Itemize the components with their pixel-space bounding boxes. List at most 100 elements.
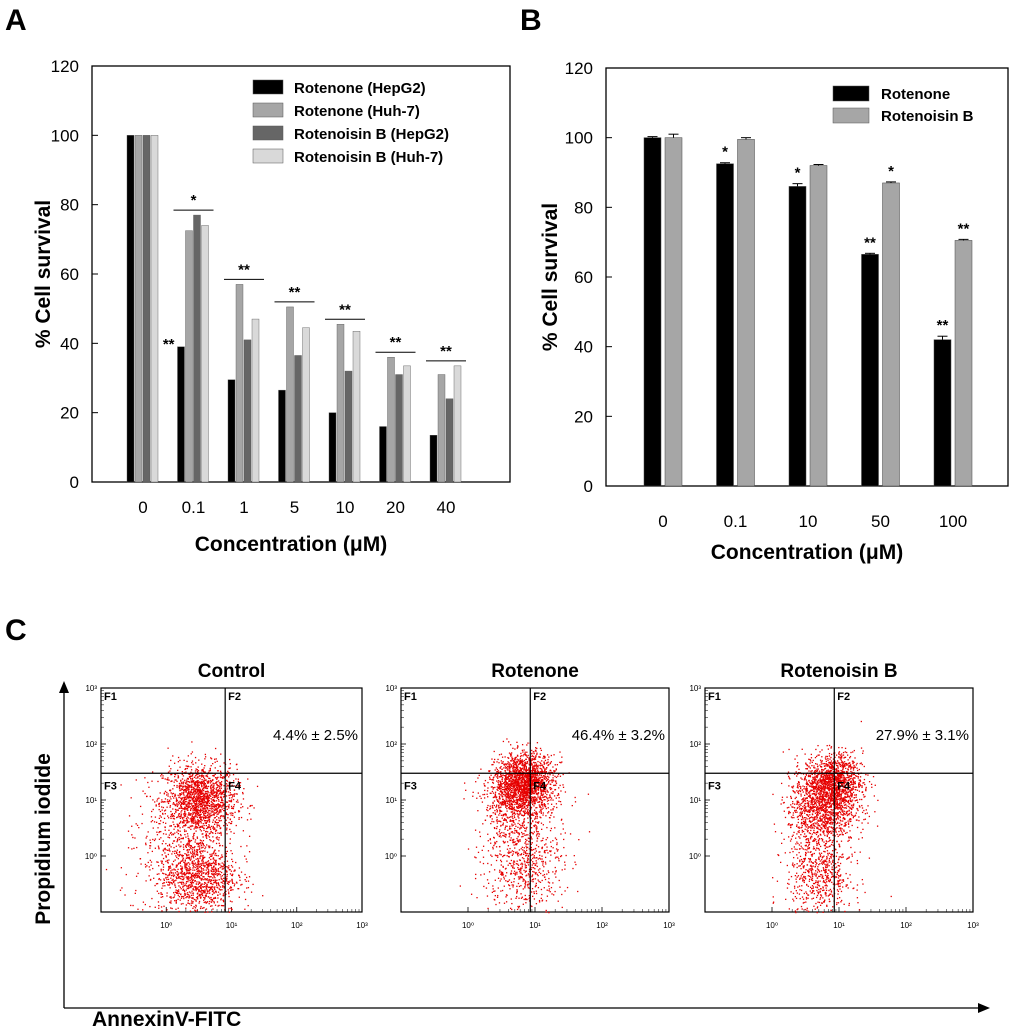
flow-point bbox=[542, 807, 544, 809]
flow-point bbox=[528, 804, 530, 806]
flow-point bbox=[511, 774, 514, 777]
flow-point bbox=[194, 855, 196, 857]
flow-point bbox=[197, 797, 199, 800]
flow-point bbox=[528, 768, 530, 770]
flow-point bbox=[172, 880, 175, 882]
flow-point bbox=[555, 781, 557, 783]
flow-point bbox=[188, 884, 190, 886]
flow-point bbox=[202, 798, 204, 801]
flow-point bbox=[188, 868, 190, 870]
flow-point bbox=[533, 776, 535, 778]
flow-point bbox=[199, 845, 201, 847]
flow-point bbox=[198, 784, 200, 786]
flow-point bbox=[509, 795, 511, 797]
flow-point bbox=[211, 853, 213, 855]
flow-point bbox=[222, 796, 225, 798]
flow-point bbox=[228, 776, 230, 778]
flow-point bbox=[521, 743, 524, 746]
flow-point bbox=[500, 771, 502, 773]
flow-point bbox=[237, 785, 239, 787]
chart-a-legend: Rotenone (HepG2)Rotenone (Huh-7)Rotenois… bbox=[252, 79, 449, 166]
flow-point bbox=[178, 855, 180, 857]
flow-point bbox=[217, 882, 220, 885]
flow-point bbox=[192, 763, 194, 765]
x-tick-label: 0.1 bbox=[724, 512, 748, 531]
flow-point bbox=[202, 827, 205, 829]
flow-point bbox=[517, 785, 519, 788]
flow-point bbox=[161, 896, 164, 898]
flow-point bbox=[532, 787, 534, 789]
x-tick-label: 5 bbox=[290, 498, 299, 517]
flow-point bbox=[499, 771, 501, 773]
flow-point bbox=[183, 808, 185, 810]
flow-point bbox=[184, 884, 187, 886]
flow-point bbox=[206, 803, 209, 805]
flow-point bbox=[199, 863, 202, 865]
flow-point bbox=[225, 789, 227, 791]
flow-point bbox=[153, 877, 155, 879]
flow-point bbox=[210, 876, 212, 878]
x-tick-label: 0 bbox=[138, 498, 147, 517]
flow-point bbox=[185, 765, 187, 767]
flow-point bbox=[506, 789, 508, 791]
flow-point bbox=[192, 892, 194, 894]
flow-point bbox=[206, 867, 208, 869]
flow-point bbox=[195, 810, 197, 812]
flow-point bbox=[197, 785, 199, 788]
flow-point bbox=[502, 774, 504, 776]
flow-point bbox=[527, 789, 529, 791]
flow-point bbox=[210, 858, 212, 861]
flow-point bbox=[210, 813, 212, 815]
flow-point bbox=[192, 781, 194, 783]
flow-point bbox=[212, 762, 214, 765]
flow-point bbox=[533, 771, 536, 773]
flow-point bbox=[235, 778, 237, 780]
flow-point bbox=[204, 889, 206, 891]
flow-point bbox=[216, 873, 219, 875]
flow-point bbox=[196, 868, 198, 871]
flow-point bbox=[213, 808, 215, 810]
x-tick-label: 10² bbox=[291, 921, 303, 930]
flow-point bbox=[194, 822, 196, 824]
flow-point bbox=[173, 896, 175, 898]
flow-point bbox=[527, 769, 529, 771]
flow-point bbox=[184, 823, 187, 826]
flow-point bbox=[206, 804, 209, 806]
flow-point bbox=[197, 843, 200, 845]
flow-point bbox=[213, 795, 216, 797]
flow-point bbox=[534, 765, 537, 767]
flow-point bbox=[203, 812, 205, 814]
flow-point bbox=[543, 771, 545, 773]
flow-point bbox=[221, 889, 223, 891]
flow-point bbox=[210, 888, 213, 890]
flow-point bbox=[235, 824, 237, 827]
flow-point bbox=[197, 808, 199, 810]
flow-point bbox=[503, 763, 505, 766]
flow-point bbox=[510, 765, 513, 767]
flow-point bbox=[217, 873, 220, 876]
flow-point bbox=[182, 878, 184, 881]
flow-point bbox=[159, 823, 161, 825]
flow-point bbox=[185, 889, 187, 891]
flow-point bbox=[535, 764, 537, 767]
flow-point bbox=[548, 756, 550, 758]
flow-point bbox=[207, 863, 209, 866]
flow-point bbox=[203, 857, 205, 859]
flow-point bbox=[193, 874, 195, 876]
bar bbox=[664, 137, 683, 487]
flow-point bbox=[202, 843, 205, 846]
flow-point bbox=[197, 862, 199, 864]
flow-point bbox=[180, 875, 183, 878]
flow-point bbox=[187, 788, 189, 790]
flow-point bbox=[527, 780, 529, 783]
flow-point bbox=[536, 771, 539, 773]
flow-point bbox=[504, 783, 506, 786]
flow-point bbox=[196, 799, 199, 801]
flow-point bbox=[554, 770, 556, 772]
flow-point bbox=[526, 751, 528, 753]
flow-point bbox=[190, 892, 192, 894]
flow-point bbox=[202, 876, 204, 878]
flow-point bbox=[511, 806, 513, 808]
flow-point bbox=[199, 895, 201, 897]
flow-point bbox=[142, 909, 144, 911]
